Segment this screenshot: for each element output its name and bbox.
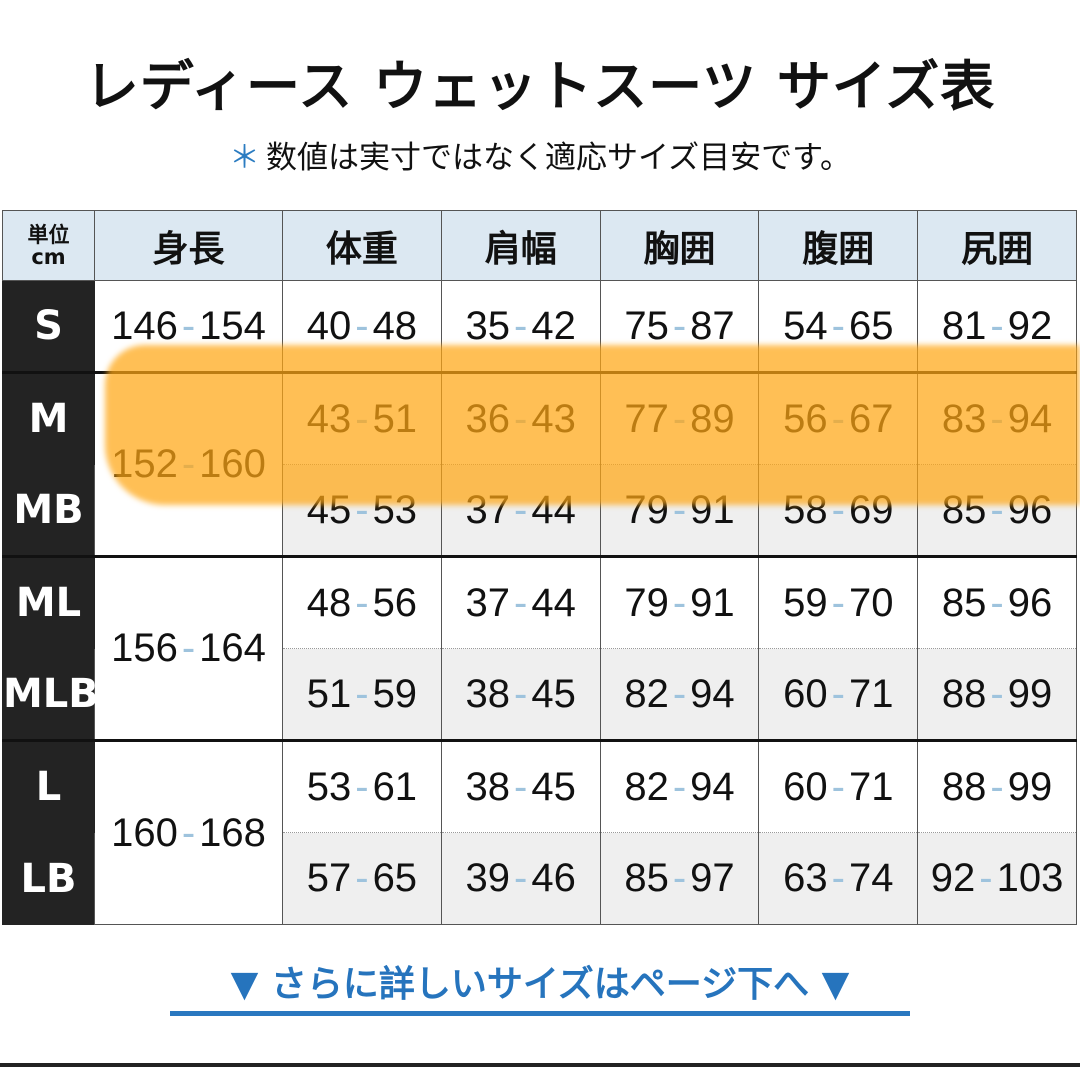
height-cell: 156-164: [94, 555, 283, 741]
table-row: S 146-154 40-48 35-42 75-87 54-65 81-92: [2, 280, 1077, 373]
size-table: 単位 cm 身長 体重 肩幅 胸囲 腹囲 尻囲 S 146-154 40-48 35-42 75-8…: [2, 210, 1077, 925]
value-cell: 54-65: [758, 280, 919, 373]
subtitle-note: ＊数値は実寸ではなく適応サイズ目安です。: [0, 132, 1080, 177]
value-cell: 88-99: [917, 739, 1077, 833]
value-cell: 81-92: [917, 280, 1077, 373]
value-cell: 77-89: [599, 371, 760, 465]
value-cell: 57-65: [282, 832, 442, 925]
height-cell: 152-160: [94, 371, 283, 557]
page-title: レディース ウェットスーツ サイズ表: [84, 55, 996, 118]
value-cell: 45-53: [282, 464, 442, 557]
value-cell: 92-103: [917, 832, 1077, 925]
value-cell: 60-71: [758, 739, 919, 833]
header-row: 単位 cm 身長 体重 肩幅 胸囲 腹囲 尻囲: [2, 210, 1077, 281]
value-cell: 82-94: [599, 648, 760, 741]
table-row: M 152-160 43-51 36-43 77-89 56-67 83-94: [2, 371, 1077, 557]
size-label: LB: [2, 832, 95, 925]
value-cell: 85-96: [917, 555, 1077, 649]
value-cell: 85-96: [917, 464, 1077, 557]
size-label: MLB: [2, 648, 99, 741]
size-label: L: [2, 739, 95, 833]
value-cell: 82-94: [599, 739, 760, 833]
size-label: MB: [2, 464, 95, 557]
size-label: ML: [2, 555, 95, 649]
value-cell: 36-43: [440, 371, 601, 465]
column-header: 尻囲: [917, 210, 1077, 281]
value-cell: 59-70: [758, 555, 919, 649]
column-header: 胸囲: [599, 210, 760, 281]
value-cell: 37-44: [440, 464, 601, 557]
height-cell: 146-154: [94, 280, 283, 373]
value-cell: 38-45: [440, 648, 601, 741]
value-cell: 88-99: [917, 648, 1077, 741]
value-cell: 53-61: [282, 739, 442, 833]
value-cell: 83-94: [917, 371, 1077, 465]
unit-header: 単位 cm: [2, 210, 95, 281]
column-header: 腹囲: [758, 210, 919, 281]
value-cell: 43-51: [282, 371, 442, 465]
size-label: S: [2, 280, 95, 373]
value-cell: 79-91: [599, 555, 760, 649]
height-cell: 160-168: [94, 739, 283, 925]
column-header: 肩幅: [440, 210, 601, 281]
link-underline: [170, 1011, 910, 1016]
table-row: LB 57-65 39-46 85-97 63-74 92-103: [2, 832, 1077, 925]
bottom-border: [0, 1063, 1080, 1067]
value-cell: 60-71: [758, 648, 919, 741]
value-cell: 51-59: [282, 648, 442, 741]
value-cell: 38-45: [440, 739, 601, 833]
value-cell: 75-87: [599, 280, 760, 373]
value-cell: 35-42: [440, 280, 601, 373]
value-cell: 40-48: [282, 280, 442, 373]
value-cell: 79-91: [599, 464, 760, 557]
value-cell: 39-46: [440, 832, 601, 925]
value-cell: 58-69: [758, 464, 919, 557]
more-sizes-link[interactable]: ▼ さらに詳しいサイズはページ下へ ▼: [230, 964, 850, 1005]
value-cell: 37-44: [440, 555, 601, 649]
value-cell: 48-56: [282, 555, 442, 649]
table-row: L 160-168 53-61 38-45 82-94 60-71 88-99: [2, 739, 1077, 925]
table-row: MLB 51-59 38-45 82-94 60-71 88-99: [2, 648, 1077, 741]
value-cell: 63-74: [758, 832, 919, 925]
table-row: ML 156-164 48-56 37-44 79-91 59-70 85-96: [2, 555, 1077, 741]
size-label: M: [2, 371, 95, 465]
asterisk: ＊: [229, 140, 261, 176]
column-header: 体重: [282, 210, 442, 281]
column-header: 身長: [94, 210, 283, 281]
value-cell: 56-67: [758, 371, 919, 465]
value-cell: 85-97: [599, 832, 760, 925]
subtitle-text: 数値は実寸ではなく適応サイズ目安です。: [266, 140, 851, 176]
